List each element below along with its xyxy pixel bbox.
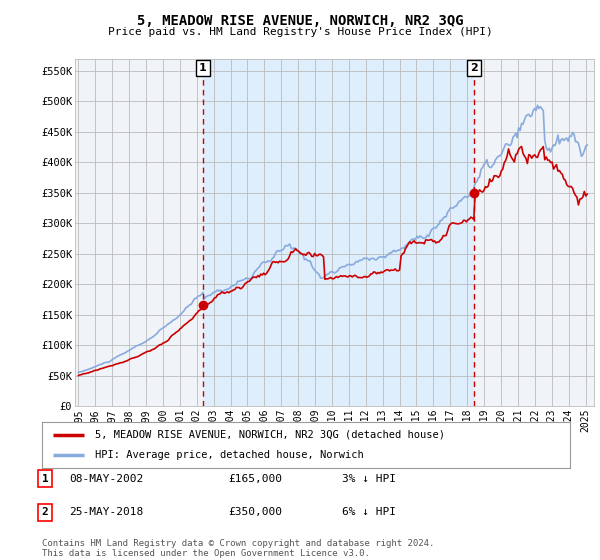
Text: HPI: Average price, detached house, Norwich: HPI: Average price, detached house, Norw… — [95, 450, 364, 460]
Text: 08-MAY-2002: 08-MAY-2002 — [69, 474, 143, 484]
Bar — [203, 59, 474, 406]
Text: Price paid vs. HM Land Registry's House Price Index (HPI): Price paid vs. HM Land Registry's House … — [107, 27, 493, 37]
Text: Contains HM Land Registry data © Crown copyright and database right 2024.
This d: Contains HM Land Registry data © Crown c… — [42, 539, 434, 558]
Text: 5, MEADOW RISE AVENUE, NORWICH, NR2 3QG (detached house): 5, MEADOW RISE AVENUE, NORWICH, NR2 3QG … — [95, 430, 445, 440]
Text: 6% ↓ HPI: 6% ↓ HPI — [342, 507, 396, 517]
Text: 5, MEADOW RISE AVENUE, NORWICH, NR2 3QG: 5, MEADOW RISE AVENUE, NORWICH, NR2 3QG — [137, 14, 463, 28]
Text: 1: 1 — [41, 474, 49, 484]
Text: 2: 2 — [470, 63, 478, 73]
Text: 25-MAY-2018: 25-MAY-2018 — [69, 507, 143, 517]
Text: 2: 2 — [41, 507, 49, 517]
Text: £165,000: £165,000 — [228, 474, 282, 484]
Text: £350,000: £350,000 — [228, 507, 282, 517]
Text: 3% ↓ HPI: 3% ↓ HPI — [342, 474, 396, 484]
Text: 1: 1 — [199, 63, 207, 73]
